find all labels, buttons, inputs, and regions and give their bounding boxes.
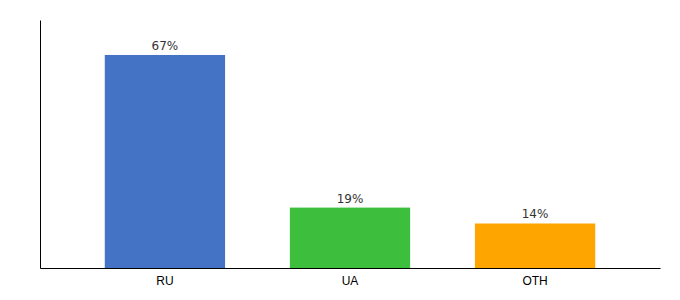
- data-label: 14%: [522, 207, 549, 221]
- x-tick-label: UA: [342, 274, 359, 288]
- x-tick-label: OTH: [522, 274, 547, 288]
- bar: [290, 208, 410, 268]
- x-axis-line: [41, 268, 661, 269]
- x-tick: OTH: [522, 274, 547, 288]
- x-axis: RU UA OTH: [41, 269, 661, 288]
- data-labels: 67% 19% 14%: [152, 39, 549, 222]
- data-label: 19%: [337, 192, 364, 206]
- data-label: 67%: [152, 39, 179, 53]
- plot: RU UA OTH 67% 19% 14%: [41, 21, 661, 288]
- y-axis: [40, 21, 41, 269]
- bar: [475, 223, 595, 268]
- x-tick: UA: [342, 274, 359, 288]
- x-tick: RU: [156, 274, 173, 288]
- bars: [105, 55, 595, 268]
- y-axis-line: [40, 21, 41, 269]
- chart: RU UA OTH 67% 19% 14%: [0, 0, 680, 300]
- bar: [105, 55, 225, 268]
- x-tick-label: RU: [156, 274, 173, 288]
